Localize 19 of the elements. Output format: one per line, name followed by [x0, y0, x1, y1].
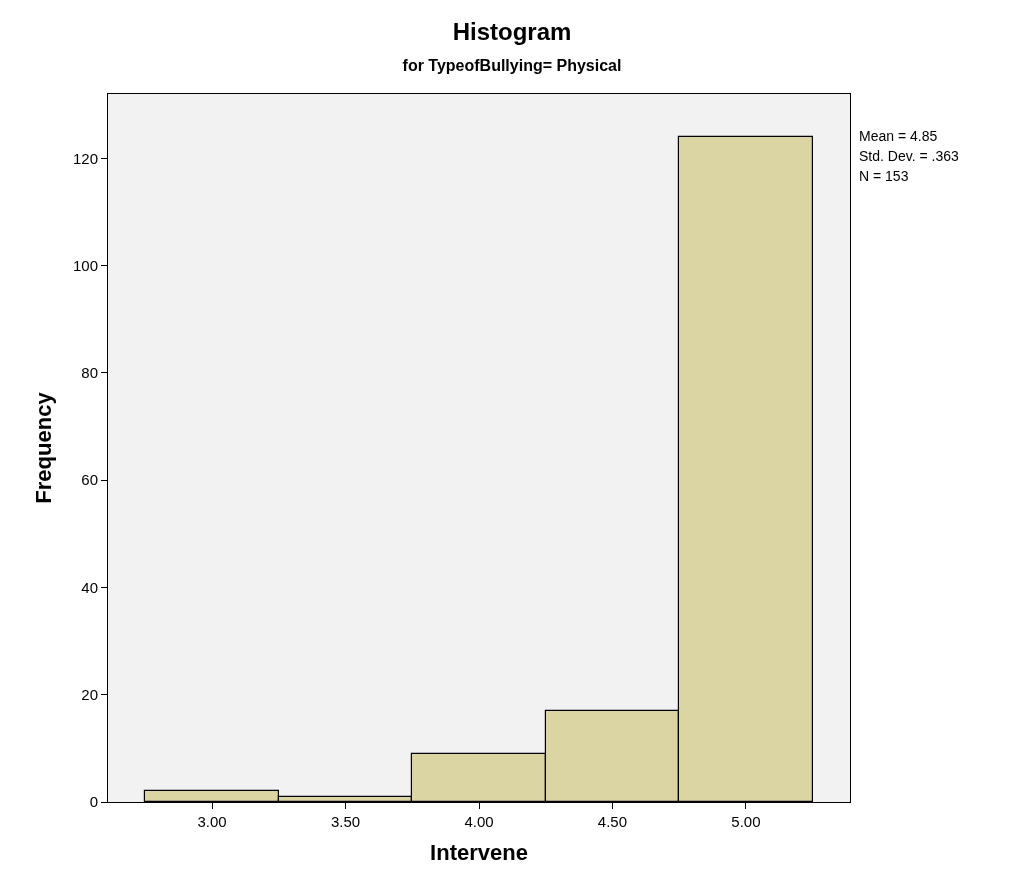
y-tick-label: 120 — [72, 149, 98, 167]
y-tick-label: 80 — [81, 364, 98, 382]
x-axis-title: Intervene — [430, 839, 528, 865]
text: N = 153 — [859, 168, 909, 184]
y-axis-title: Frequency — [30, 391, 56, 504]
x-tick-label: 5.00 — [731, 813, 761, 830]
y-tick-label: 60 — [81, 471, 98, 489]
x-tick-label: 3.00 — [197, 813, 227, 830]
x-tick-label: 4.50 — [597, 813, 628, 830]
chart-title: Histogram — [452, 17, 572, 45]
y-tick-label: 100 — [72, 256, 98, 274]
y-tick-label: 0 — [89, 793, 98, 811]
x-tick-label: 4.00 — [464, 813, 494, 830]
text: Std. Dev. = .363 — [859, 148, 959, 164]
y-tick-label: 20 — [81, 685, 98, 703]
x-tick-label: 3.50 — [330, 813, 361, 830]
text: Mean = 4.85 — [859, 128, 938, 144]
y-tick-label: 40 — [81, 578, 98, 596]
chart-subtitle: for TypeofBullying= Physical — [402, 56, 622, 74]
